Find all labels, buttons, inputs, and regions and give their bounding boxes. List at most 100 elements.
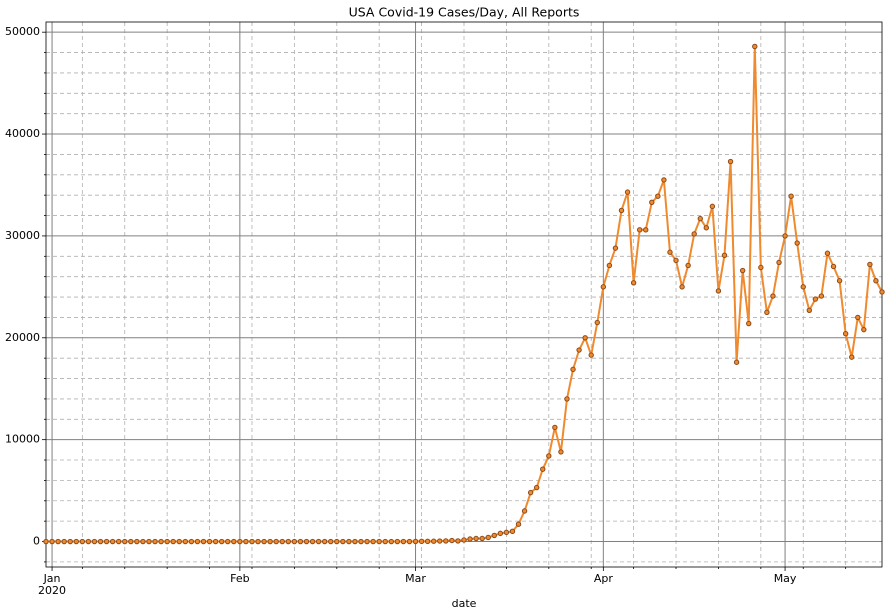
data-point bbox=[691, 231, 697, 237]
data-point bbox=[540, 466, 546, 472]
data-point bbox=[358, 538, 364, 545]
data-point bbox=[388, 538, 395, 545]
y-tick-label: 20000 bbox=[5, 331, 40, 344]
data-point bbox=[618, 207, 625, 214]
data-point bbox=[412, 538, 419, 545]
x-tick-label: Mar bbox=[405, 572, 426, 585]
y-tick-label: 10000 bbox=[5, 433, 40, 446]
data-point bbox=[437, 538, 443, 544]
data-point bbox=[552, 424, 558, 431]
data-point bbox=[346, 538, 352, 545]
x-axis-label: date bbox=[452, 597, 477, 610]
data-point bbox=[582, 335, 588, 341]
data-point bbox=[727, 158, 734, 165]
data-point bbox=[655, 193, 661, 199]
data-point bbox=[334, 538, 340, 545]
data-point bbox=[703, 225, 710, 231]
data-point bbox=[109, 538, 116, 545]
data-point bbox=[527, 489, 534, 496]
data-point bbox=[746, 320, 752, 327]
data-point bbox=[394, 538, 401, 545]
data-point bbox=[140, 538, 146, 545]
data-point bbox=[630, 280, 637, 286]
data-point bbox=[636, 227, 643, 233]
data-point bbox=[776, 259, 782, 266]
data-point bbox=[73, 538, 79, 545]
data-point bbox=[679, 284, 685, 290]
data-point bbox=[643, 227, 649, 233]
data-point bbox=[418, 538, 425, 545]
data-point bbox=[79, 538, 86, 545]
data-point bbox=[61, 538, 67, 545]
data-point bbox=[497, 530, 504, 537]
data-point bbox=[806, 307, 813, 313]
data-point bbox=[182, 538, 189, 545]
data-point bbox=[509, 528, 516, 535]
data-point bbox=[237, 538, 243, 545]
data-point bbox=[558, 449, 564, 455]
data-point bbox=[225, 538, 231, 545]
data-point bbox=[309, 538, 316, 545]
x-tick-label: May bbox=[774, 572, 797, 585]
data-point bbox=[194, 538, 201, 545]
y-tick-label: 50000 bbox=[5, 25, 40, 38]
data-point bbox=[249, 538, 255, 545]
data-point bbox=[503, 529, 510, 536]
data-point bbox=[812, 296, 819, 302]
data-point bbox=[85, 538, 92, 545]
data-point bbox=[128, 538, 134, 545]
x-tick-label: Feb bbox=[230, 572, 249, 585]
data-point bbox=[146, 538, 152, 545]
data-point bbox=[667, 249, 673, 255]
data-point bbox=[152, 538, 158, 545]
data-point bbox=[576, 347, 582, 353]
data-point bbox=[279, 538, 285, 545]
data-point bbox=[231, 538, 237, 545]
data-point bbox=[879, 289, 885, 295]
data-point bbox=[261, 538, 267, 545]
data-point bbox=[424, 538, 431, 545]
data-point bbox=[303, 538, 310, 545]
data-point bbox=[873, 278, 879, 284]
data-point bbox=[800, 284, 806, 290]
data-point bbox=[115, 538, 122, 545]
data-point bbox=[206, 538, 213, 545]
data-point bbox=[188, 538, 195, 545]
data-point bbox=[122, 538, 128, 545]
data-point bbox=[570, 366, 576, 373]
data-point bbox=[782, 233, 788, 239]
data-point bbox=[443, 538, 449, 544]
data-point bbox=[855, 314, 861, 321]
data-point bbox=[297, 538, 304, 545]
data-point bbox=[321, 538, 328, 545]
data-point bbox=[158, 538, 164, 545]
data-point bbox=[661, 177, 667, 183]
data-point bbox=[600, 284, 607, 290]
data-point bbox=[709, 203, 716, 210]
data-point bbox=[836, 278, 843, 284]
data-point bbox=[43, 538, 49, 545]
data-point bbox=[533, 484, 540, 491]
y-tick-label: 40000 bbox=[5, 127, 40, 140]
data-point bbox=[588, 352, 594, 358]
data-point bbox=[649, 199, 655, 206]
data-point bbox=[824, 250, 831, 256]
data-point bbox=[842, 331, 849, 337]
data-point bbox=[739, 267, 746, 274]
data-point bbox=[376, 538, 382, 545]
data-point bbox=[243, 538, 249, 545]
data-point bbox=[491, 532, 497, 539]
data-point bbox=[685, 262, 691, 269]
data-point bbox=[721, 252, 728, 258]
data-point bbox=[830, 263, 837, 270]
data-point bbox=[340, 538, 346, 545]
data-point bbox=[546, 453, 552, 459]
y-tick-label: 30000 bbox=[5, 229, 40, 242]
data-point bbox=[267, 538, 273, 545]
data-point bbox=[352, 538, 358, 545]
data-point bbox=[255, 538, 261, 545]
data-point bbox=[612, 245, 619, 251]
data-point bbox=[364, 538, 370, 545]
x-tick-label: Apr bbox=[594, 572, 614, 585]
